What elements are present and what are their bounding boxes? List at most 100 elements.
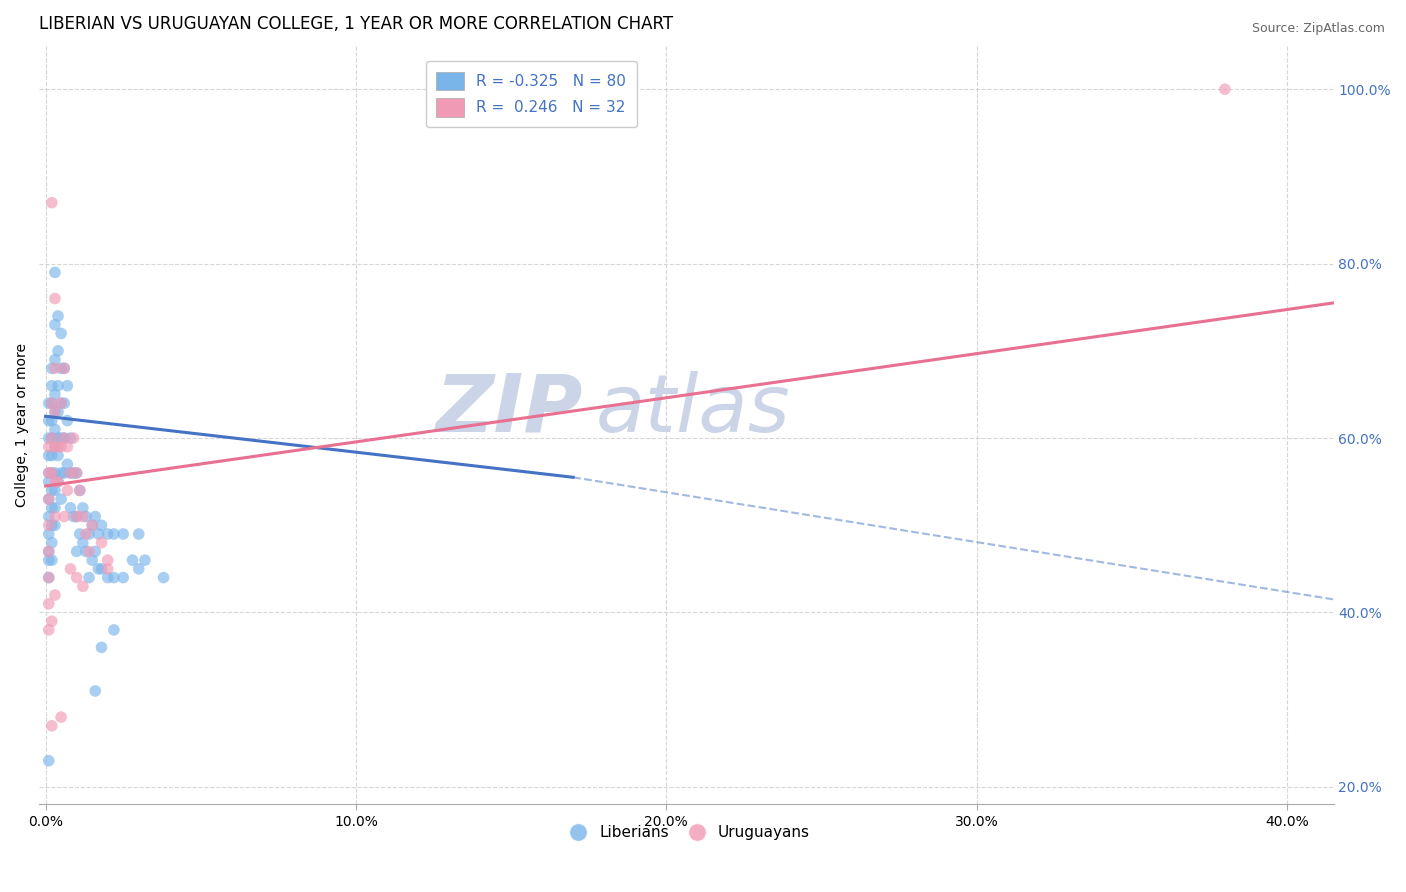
Point <box>44 422 66 436</box>
Point <box>41 719 63 733</box>
Point <box>77 544 100 558</box>
Point <box>87 527 110 541</box>
Point <box>38 466 60 480</box>
Point <box>66 509 89 524</box>
Point <box>56 483 79 498</box>
Text: Source: ZipAtlas.com: Source: ZipAtlas.com <box>1251 22 1385 36</box>
Point <box>90 640 112 655</box>
Point <box>128 562 150 576</box>
Point <box>46 405 69 419</box>
Point <box>44 318 66 332</box>
Point <box>38 414 60 428</box>
Point <box>41 195 63 210</box>
Point <box>44 440 66 454</box>
Point <box>44 292 66 306</box>
Point <box>103 623 125 637</box>
Point <box>41 414 63 428</box>
Point <box>38 492 60 507</box>
Point <box>59 431 82 445</box>
Point <box>38 544 60 558</box>
Point <box>53 396 76 410</box>
Point <box>38 754 60 768</box>
Point <box>41 449 63 463</box>
Point <box>72 500 94 515</box>
Point <box>62 509 84 524</box>
Point <box>66 571 89 585</box>
Point <box>56 378 79 392</box>
Text: atlas: atlas <box>596 371 790 449</box>
Point <box>38 509 60 524</box>
Point <box>82 553 104 567</box>
Point <box>41 431 63 445</box>
Point <box>97 571 120 585</box>
Point <box>75 527 97 541</box>
Point <box>41 535 63 549</box>
Point <box>84 509 107 524</box>
Point <box>49 492 72 507</box>
Point <box>49 440 72 454</box>
Point <box>53 466 76 480</box>
Point <box>56 457 79 471</box>
Point <box>38 571 60 585</box>
Point <box>38 466 60 480</box>
Point <box>49 431 72 445</box>
Point <box>44 483 66 498</box>
Text: LIBERIAN VS URUGUAYAN COLLEGE, 1 YEAR OR MORE CORRELATION CHART: LIBERIAN VS URUGUAYAN COLLEGE, 1 YEAR OR… <box>39 15 673 33</box>
Point <box>84 544 107 558</box>
Point <box>38 431 60 445</box>
Point <box>49 710 72 724</box>
Point <box>53 361 76 376</box>
Point <box>38 492 60 507</box>
Point <box>49 396 72 410</box>
Point <box>38 475 60 489</box>
Point <box>41 361 63 376</box>
Point <box>56 414 79 428</box>
Point <box>46 475 69 489</box>
Point <box>72 579 94 593</box>
Point <box>121 553 143 567</box>
Point <box>44 440 66 454</box>
Point <box>41 396 63 410</box>
Point <box>112 571 135 585</box>
Point <box>41 614 63 628</box>
Point <box>82 518 104 533</box>
Point <box>103 571 125 585</box>
Point <box>77 571 100 585</box>
Point <box>62 431 84 445</box>
Point <box>82 518 104 533</box>
Point <box>38 396 60 410</box>
Point <box>66 466 89 480</box>
Point <box>59 466 82 480</box>
Point <box>66 466 89 480</box>
Point <box>38 527 60 541</box>
Point <box>53 509 76 524</box>
Point <box>38 518 60 533</box>
Point <box>69 483 91 498</box>
Point <box>38 553 60 567</box>
Point <box>152 571 174 585</box>
Point <box>44 475 66 489</box>
Point <box>59 466 82 480</box>
Point <box>44 265 66 279</box>
Point <box>38 623 60 637</box>
Point <box>41 378 63 392</box>
Point <box>44 352 66 367</box>
Point <box>62 466 84 480</box>
Point <box>46 475 69 489</box>
Point <box>90 535 112 549</box>
Point <box>72 509 94 524</box>
Point <box>84 684 107 698</box>
Point <box>66 509 89 524</box>
Point <box>49 361 72 376</box>
Point <box>75 509 97 524</box>
Point <box>97 527 120 541</box>
Point <box>97 553 120 567</box>
Point <box>46 440 69 454</box>
Point <box>41 396 63 410</box>
Point <box>38 440 60 454</box>
Point <box>38 597 60 611</box>
Point <box>46 309 69 323</box>
Point <box>41 518 63 533</box>
Legend: Liberians, Uruguayans: Liberians, Uruguayans <box>557 819 815 846</box>
Point <box>77 527 100 541</box>
